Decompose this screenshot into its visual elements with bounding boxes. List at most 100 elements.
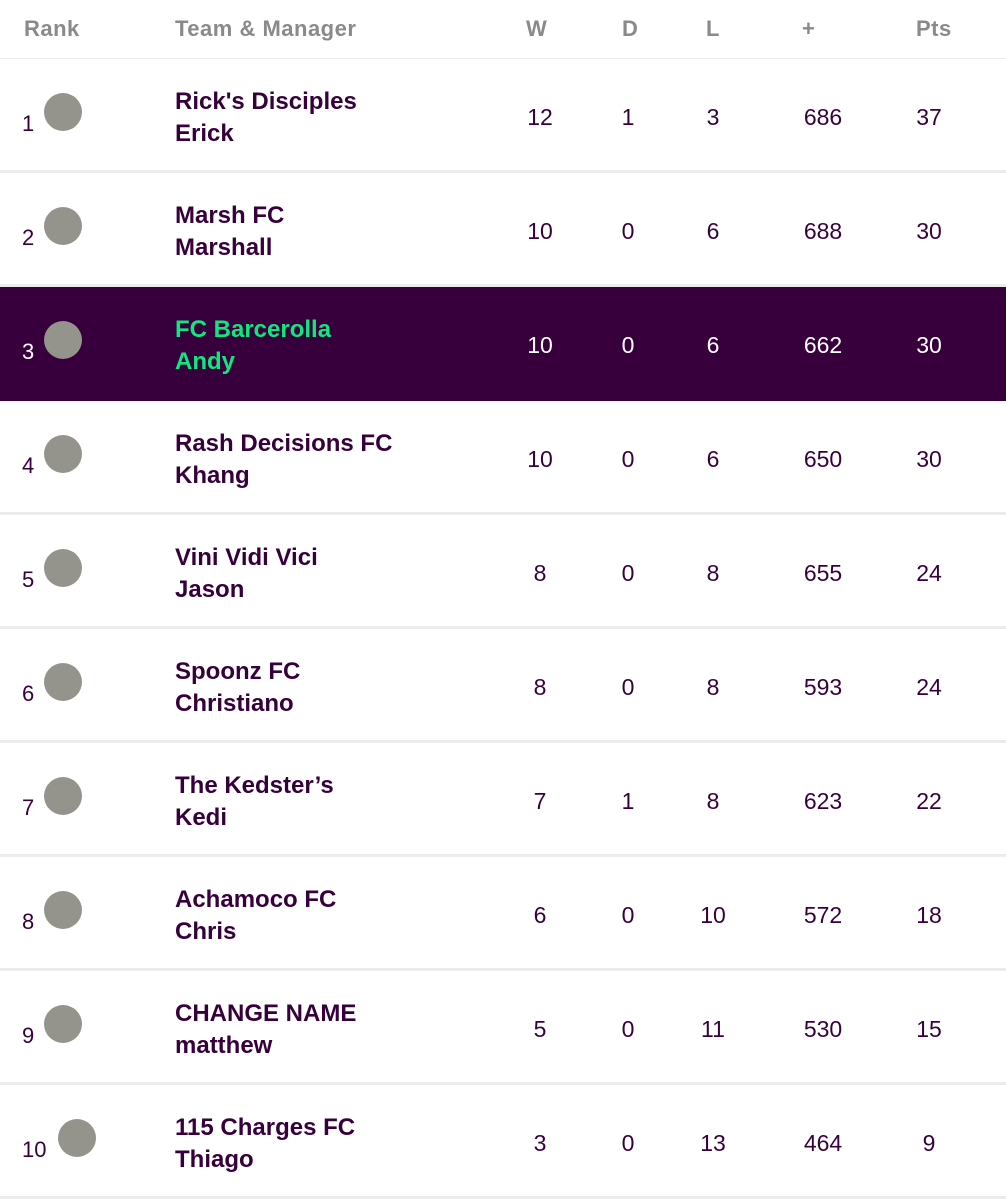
manager-name: Jason <box>175 576 245 603</box>
team-badge-icon <box>44 435 82 473</box>
team-badge-icon <box>44 663 82 701</box>
points-for-value: 688 <box>803 218 843 244</box>
losses-value: 8 <box>706 674 720 700</box>
team-name[interactable]: Marsh FC <box>175 202 285 229</box>
table-row[interactable]: 9 CHANGE NAME matthew 5 0 11 530 15 <box>0 971 1006 1085</box>
losses-value: 6 <box>706 332 720 358</box>
table-row[interactable]: 5 Vini Vidi Vici Jason 8 0 8 655 24 <box>0 515 1006 629</box>
team-manager-cell[interactable]: FC Barcerolla Andy <box>175 314 331 378</box>
header-points-for[interactable]: + <box>802 16 816 41</box>
wins-value: 10 <box>527 218 553 244</box>
team-manager-cell[interactable]: Spoonz FC Christiano <box>175 656 300 720</box>
team-badge-icon <box>44 321 82 359</box>
team-badge-icon <box>44 891 82 929</box>
manager-name: Marshall <box>175 234 273 261</box>
points-value: 37 <box>916 104 942 130</box>
draws-value: 0 <box>621 902 635 928</box>
draws-value: 0 <box>621 674 635 700</box>
rank-number: 7 <box>22 795 35 820</box>
points-value: 15 <box>916 1016 942 1042</box>
team-badge-icon <box>44 777 82 815</box>
team-badge-icon <box>58 1119 96 1157</box>
team-name[interactable]: Spoonz FC <box>175 658 301 685</box>
draws-value: 1 <box>621 788 635 814</box>
table-row[interactable]: 4 Rash Decisions FC Khang 10 0 6 650 30 <box>0 401 1006 515</box>
table-row[interactable]: 2 Marsh FC Marshall 10 0 6 688 30 <box>0 173 1006 287</box>
points-for-value: 464 <box>803 1130 843 1156</box>
manager-name: Chris <box>175 918 237 945</box>
table-row[interactable]: 3 FC Barcerolla Andy 10 0 6 662 30 <box>0 287 1006 401</box>
team-name[interactable]: Vini Vidi Vici <box>175 544 318 571</box>
losses-value: 3 <box>706 104 720 130</box>
losses-value: 11 <box>701 1016 725 1042</box>
header-team-manager[interactable]: Team & Manager <box>175 16 357 41</box>
losses-value: 8 <box>706 788 720 814</box>
team-name[interactable]: 115 Charges FC <box>175 1114 356 1141</box>
points-value: 24 <box>916 674 942 700</box>
points-for-value: 623 <box>803 788 843 814</box>
draws-value: 0 <box>621 446 635 472</box>
points-value: 22 <box>916 788 942 814</box>
team-manager-cell[interactable]: Rick's Disciples Erick <box>175 86 357 150</box>
team-manager-cell[interactable]: Vini Vidi Vici Jason <box>175 542 318 606</box>
draws-value: 1 <box>621 104 635 130</box>
table-row[interactable]: 6 Spoonz FC Christiano 8 0 8 593 24 <box>0 629 1006 743</box>
team-badge-icon <box>44 1005 82 1043</box>
rank-number: 3 <box>22 339 35 364</box>
header-wins[interactable]: W <box>526 16 548 41</box>
team-manager-cell[interactable]: 115 Charges FC Thiago <box>175 1112 355 1176</box>
manager-name: Thiago <box>175 1146 254 1173</box>
wins-value: 8 <box>533 560 547 586</box>
team-badge-icon <box>44 93 82 131</box>
team-name[interactable]: The Kedster’s <box>175 772 334 799</box>
table-row[interactable]: 8 Achamoco FC Chris 6 0 10 572 18 <box>0 857 1006 971</box>
losses-value: 8 <box>706 560 720 586</box>
wins-value: 10 <box>527 446 553 472</box>
draws-value: 0 <box>621 560 635 586</box>
points-value: 18 <box>916 902 942 928</box>
losses-value: 13 <box>700 1130 726 1156</box>
team-name[interactable]: FC Barcerolla <box>175 316 332 343</box>
rank-number: 9 <box>22 1023 35 1048</box>
draws-value: 0 <box>621 332 635 358</box>
team-manager-cell[interactable]: Achamoco FC Chris <box>175 884 336 948</box>
points-for-value: 662 <box>803 332 843 358</box>
manager-name: matthew <box>175 1032 273 1059</box>
wins-value: 7 <box>533 788 547 814</box>
manager-name: Khang <box>175 462 250 489</box>
wins-value: 12 <box>527 104 553 130</box>
points-for-value: 686 <box>803 104 843 130</box>
table-row[interactable]: 10 115 Charges FC Thiago 3 0 13 464 9 <box>0 1085 1006 1199</box>
wins-value: 8 <box>533 674 547 700</box>
team-manager-cell[interactable]: CHANGE NAME matthew <box>175 998 356 1062</box>
header-draws[interactable]: D <box>622 16 639 41</box>
team-name[interactable]: Rash Decisions FC <box>175 430 393 457</box>
team-badge-icon <box>44 549 82 587</box>
draws-value: 0 <box>621 1016 635 1042</box>
points-value: 9 <box>922 1130 936 1156</box>
table-row[interactable]: 1 Rick's Disciples Erick 12 1 3 686 37 <box>0 59 1006 173</box>
table-header: Rank Team & Manager W D L + Pts <box>0 0 1006 61</box>
losses-value: 6 <box>706 446 720 472</box>
points-for-value: 530 <box>803 1016 843 1042</box>
team-name[interactable]: Rick's Disciples <box>175 88 357 115</box>
team-name[interactable]: Achamoco FC <box>175 886 337 913</box>
points-value: 30 <box>916 446 942 472</box>
header-losses[interactable]: L <box>706 16 720 41</box>
team-name[interactable]: CHANGE NAME <box>175 1000 357 1027</box>
header-rank[interactable]: Rank <box>24 16 80 41</box>
manager-name: Kedi <box>175 804 228 831</box>
team-manager-cell[interactable]: Rash Decisions FC Khang <box>175 428 392 492</box>
rank-number: 2 <box>22 225 35 250</box>
team-manager-cell[interactable]: The Kedster’s Kedi <box>175 770 334 834</box>
table-row[interactable]: 7 The Kedster’s Kedi 7 1 8 623 22 <box>0 743 1006 857</box>
header-points[interactable]: Pts <box>916 16 952 41</box>
wins-value: 3 <box>533 1130 547 1156</box>
rank-number: 10 <box>22 1137 47 1162</box>
manager-name: Christiano <box>175 690 294 717</box>
team-manager-cell[interactable]: Marsh FC Marshall <box>175 200 284 264</box>
rank-number: 5 <box>22 567 35 592</box>
wins-value: 6 <box>533 902 547 928</box>
points-value: 30 <box>916 218 942 244</box>
